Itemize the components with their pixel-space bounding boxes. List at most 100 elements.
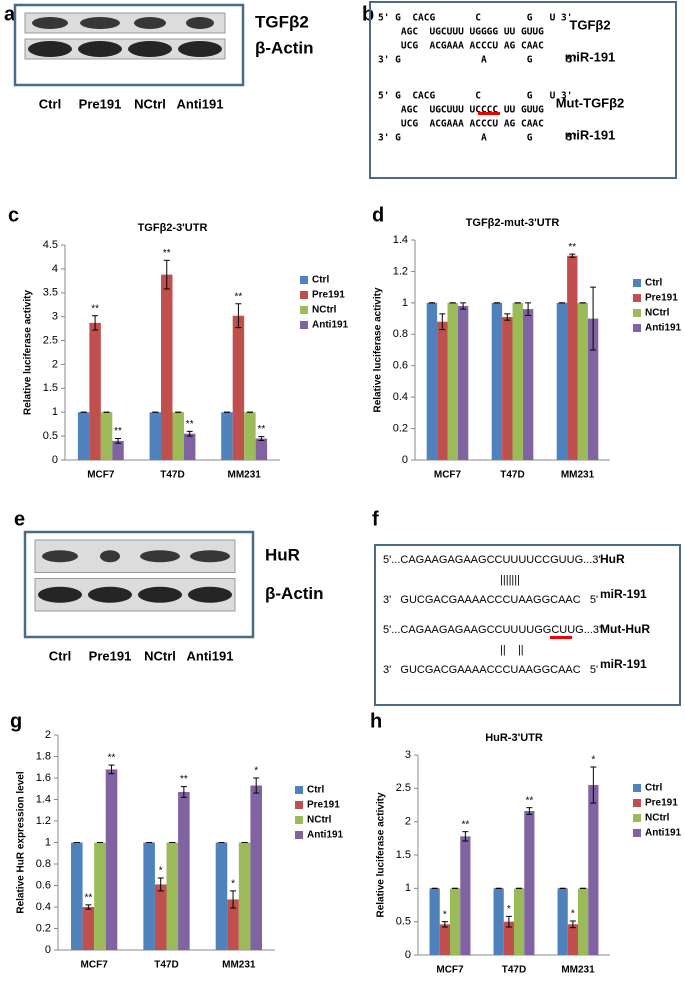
bar — [149, 412, 162, 460]
y-axis-label: Relative luciferase activity — [373, 287, 384, 413]
significance: ** — [91, 303, 99, 314]
panel-letter: c — [8, 204, 19, 226]
error-bar — [569, 253, 576, 258]
legend-label: NCtrl — [307, 815, 332, 826]
y-tick-label: 3 — [52, 311, 58, 323]
y-tick-label: 2.5 — [396, 782, 411, 794]
x-tick-label: T47D — [500, 470, 524, 481]
y-tick-label: 0.8 — [393, 328, 408, 340]
y-tick-label: 1 — [402, 297, 408, 309]
legend-label: NCtrl — [645, 308, 670, 319]
y-tick-label: 0.8 — [36, 858, 51, 870]
bar — [429, 888, 440, 955]
bar — [77, 412, 90, 460]
chart-title: TGFβ2-3'UTR — [138, 222, 208, 234]
significance: ** — [163, 248, 171, 259]
error-bar — [230, 890, 237, 909]
y-tick-label: 0 — [405, 949, 411, 961]
legend-swatch — [633, 814, 641, 822]
sequence-line: 5'...CAGAAGAGAAGCCUUUUCCGUUG...3' — [383, 554, 601, 566]
blot-strip — [24, 12, 226, 34]
bar — [232, 315, 245, 460]
legend-label: NCtrl — [645, 813, 670, 824]
bar — [255, 438, 268, 460]
bar — [105, 769, 118, 950]
y-tick-label: 4 — [52, 263, 58, 275]
significance: * — [591, 755, 595, 766]
legend-swatch — [295, 801, 303, 809]
legend-label: Anti191 — [645, 323, 682, 334]
bar — [567, 924, 578, 955]
error-bar — [115, 438, 122, 444]
y-tick-label: 0.4 — [36, 901, 51, 913]
bar — [577, 302, 588, 460]
sequence-label: miR-191 — [600, 657, 647, 671]
blot-band — [188, 586, 232, 603]
y-tick-label: 1.4 — [36, 793, 51, 805]
error-bar — [504, 313, 511, 321]
legend-swatch — [633, 829, 641, 837]
bar — [227, 899, 239, 950]
panel-letter: b — [362, 3, 374, 25]
blot-target: β-Actin — [255, 38, 314, 57]
blot-band — [42, 550, 78, 563]
mutation-mark — [478, 112, 500, 115]
blot-strip — [24, 38, 226, 60]
legend-swatch — [300, 321, 308, 329]
blot-band — [140, 550, 180, 563]
error-bar — [439, 313, 446, 331]
lane-label: NCtrl — [144, 648, 176, 663]
bar — [439, 924, 450, 955]
legend-label: Ctrl — [307, 785, 324, 796]
y-tick-label: 1.2 — [36, 815, 51, 827]
lane-label: Anti191 — [177, 96, 224, 111]
y-tick-label: 1.8 — [36, 750, 51, 762]
error-bar — [258, 436, 265, 441]
y-tick-label: 1.2 — [393, 265, 408, 277]
sequence-label: TGFβ2 — [569, 17, 610, 32]
y-tick-label: 0.2 — [393, 422, 408, 434]
lane-label: Ctrl — [49, 648, 71, 663]
blot-band — [178, 41, 222, 57]
x-tick-label: T47D — [154, 960, 178, 971]
sequence-line: 5' G CACG C G U 3' — [378, 13, 572, 24]
blot-band — [134, 17, 166, 29]
significance: * — [443, 909, 447, 920]
y-tick-label: 0.6 — [36, 879, 51, 891]
legend-label: Ctrl — [312, 275, 329, 286]
bar — [161, 274, 173, 460]
blot-band — [80, 17, 120, 29]
y-tick-label: 1.5 — [396, 849, 411, 861]
sequence-label: miR-191 — [565, 127, 616, 142]
error-bar — [253, 777, 260, 794]
legend-label: Anti191 — [307, 830, 344, 841]
bar — [503, 921, 514, 955]
bar — [512, 302, 523, 460]
y-axis-label: Relative HuR expression level — [16, 771, 27, 914]
sequence-line: AGC UGCUUU UGGGG UU GUUG — [378, 27, 544, 38]
legend-swatch — [633, 279, 641, 287]
sequence-line: || || — [500, 644, 524, 656]
bar — [166, 842, 179, 950]
y-tick-label: 0.5 — [43, 430, 58, 442]
sequence-line: ||||||| — [500, 574, 520, 586]
panel-letter: a — [4, 3, 16, 25]
bar — [556, 302, 568, 460]
legend-swatch — [633, 784, 641, 792]
mutation-mark — [550, 636, 572, 639]
blot-band — [38, 586, 82, 603]
bar — [183, 433, 196, 460]
sequence-box — [369, 1, 677, 179]
significance: ** — [180, 774, 188, 785]
error-bar — [590, 766, 597, 804]
y-tick-label: 1 — [405, 882, 411, 894]
blot-frame — [23, 530, 255, 639]
legend-swatch — [295, 816, 303, 824]
y-tick-label: 0.4 — [393, 391, 408, 403]
x-tick-label: MM231 — [227, 470, 261, 481]
bar — [457, 306, 469, 460]
significance: ** — [84, 892, 92, 903]
bar — [567, 255, 578, 460]
legend-label: Pre191 — [312, 290, 345, 301]
